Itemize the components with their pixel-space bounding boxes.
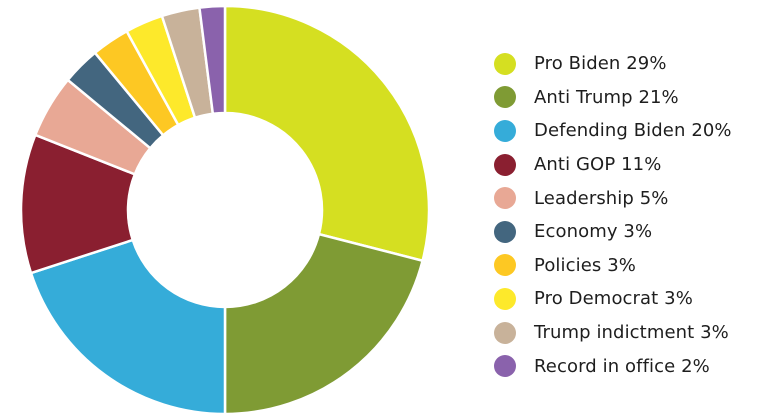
legend-item: Trump indictment 3% bbox=[494, 316, 732, 350]
legend-swatch bbox=[494, 254, 516, 277]
legend-item: Pro Biden 29% bbox=[494, 47, 732, 81]
legend-swatch bbox=[494, 287, 516, 310]
legend-label: Economy 3% bbox=[534, 221, 653, 243]
legend-item: Pro Democrat 3% bbox=[494, 282, 732, 316]
legend-label: Anti GOP 11% bbox=[534, 154, 662, 176]
donut-plot bbox=[19, 4, 431, 416]
legend-label: Anti Trump 21% bbox=[534, 86, 679, 108]
legend-swatch bbox=[494, 119, 516, 142]
legend-label: Pro Democrat 3% bbox=[534, 288, 693, 310]
slice-defending-biden bbox=[29, 238, 227, 416]
chart-legend: Pro Biden 29% Anti Trump 21% Defending Bid… bbox=[494, 47, 732, 383]
legend-label: Defending Biden 20% bbox=[534, 120, 732, 142]
legend-label: Leadership 5% bbox=[534, 187, 669, 209]
legend-swatch bbox=[494, 187, 516, 210]
slice-anti-trump bbox=[223, 232, 425, 416]
legend-item: Policies 3% bbox=[494, 249, 732, 283]
legend-item: Anti GOP 11% bbox=[494, 148, 732, 182]
legend-item: Record in office 2% bbox=[494, 349, 732, 383]
slice-pro-biden bbox=[223, 4, 431, 263]
legend-item: Economy 3% bbox=[494, 215, 732, 249]
legend-swatch bbox=[494, 220, 516, 243]
legend-swatch bbox=[494, 52, 516, 75]
legend-label: Record in office 2% bbox=[534, 355, 710, 377]
legend-item: Defending Biden 20% bbox=[494, 114, 732, 148]
slice-record-in-office bbox=[198, 4, 227, 116]
legend-item: Leadership 5% bbox=[494, 181, 732, 215]
legend-label: Trump indictment 3% bbox=[534, 322, 729, 344]
legend-item: Anti Trump 21% bbox=[494, 81, 732, 115]
legend-swatch bbox=[494, 355, 516, 378]
legend-swatch bbox=[494, 86, 516, 109]
legend-label: Policies 3% bbox=[534, 254, 636, 276]
legend-swatch bbox=[494, 153, 516, 176]
legend-swatch bbox=[494, 321, 516, 344]
legend-label: Pro Biden 29% bbox=[534, 53, 667, 75]
